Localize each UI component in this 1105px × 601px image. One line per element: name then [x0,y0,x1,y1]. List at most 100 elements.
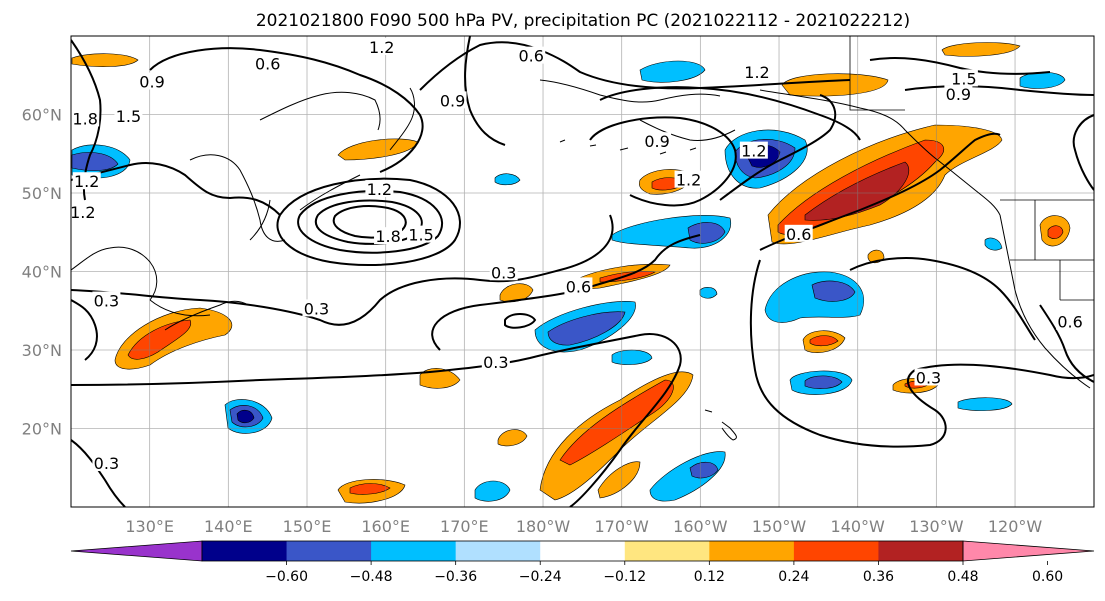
contour-label: 0.3 [916,368,941,387]
lon-tick-label: 170°W [595,517,650,536]
precip-negative-area [687,222,726,244]
pv-contour [71,214,614,326]
contour-label: 1.5 [408,226,433,245]
contour-label-bg [564,277,593,295]
lat-tick-label: 50°N [22,184,62,203]
colorbar-tick-label: −0.60 [265,569,308,585]
pv-contour [71,299,98,361]
lon-tick-label: 180°W [516,517,571,536]
contour-label: 0.3 [483,353,508,372]
coastlines [71,79,1091,441]
precip-negative-area [957,397,1013,411]
contour-label-bg [92,454,121,472]
pv-contour [464,36,506,146]
contour-label: 0.3 [94,454,119,473]
precip-negative-area [547,311,626,346]
lon-tick-label: 160°E [361,517,410,536]
precip-positive-area [809,335,839,347]
pv-contour [297,189,444,254]
contour-label-bg [302,299,331,317]
pv-contour [904,85,1094,96]
contour-label: 1.8 [72,109,97,128]
precip-positive-area [559,379,674,466]
colorbar-tick-label: −0.36 [434,569,477,585]
contour-label: 1.2 [367,180,392,199]
colorbar-segment [793,541,879,561]
precip-negative-area [639,60,706,83]
precip-negative-area [236,409,255,424]
pv-contour [149,47,424,173]
pv-contour [504,313,537,329]
contour-label-bg [138,72,167,90]
colorbar-segment [709,541,795,561]
contour-label-bg [643,132,672,150]
colorbar-tick-label: 0.60 [1032,569,1063,585]
contour-label-bg [114,107,143,125]
colorbar-tick-label: 0.24 [778,569,809,585]
precip-positive-area [419,368,461,389]
contour-label-bg [72,172,101,190]
contour-label-bg [489,263,518,281]
contour-label-bg [914,368,943,386]
lon-tick-label: 170°E [440,517,489,536]
colorbar-segment [286,541,372,561]
coastline-north-america [999,214,1091,389]
contour-label-bg [784,224,813,242]
pv-contour [849,257,1036,341]
alaska-canada-border [849,36,905,111]
contour-label-bg [949,69,978,87]
contour-label-bg [367,37,396,55]
colorbar-extend-low [70,540,203,562]
pv-contour [276,177,461,267]
precip-positive-area [349,483,391,495]
contour-label: 1.2 [744,63,769,82]
lon-tick-label: 130°E [125,517,174,536]
colorbar-segment [624,541,710,561]
contour-label-bg [944,85,973,103]
pv-contour [719,94,837,201]
contour-label: 0.6 [518,47,543,66]
colorbar-tick-label: −0.24 [519,569,562,585]
contour-label-bg [739,141,768,159]
coastline-aleutians [559,139,697,155]
precip-positive-area [941,42,1021,57]
pv-contour [419,41,851,91]
contour-label: 0.9 [139,73,164,92]
precip-negative-area [804,375,843,389]
contour-label: 0.6 [566,277,591,296]
lon-tick-label: 150°W [752,517,807,536]
pv-contour [749,259,1094,448]
colorbar-outline [201,540,964,562]
precip-negative-area [699,287,718,299]
colorbar: −0.60 −0.48 −0.36 −0.24 −0.12 0.12 0.24 0.36 0.4… [70,540,1095,585]
precip-positive-area [497,429,528,447]
contour-label-bg [517,46,546,64]
lon-tick-label: 160°W [673,517,728,536]
contour-label-bg [71,109,100,127]
boundaries [849,36,1094,301]
colorbar-segment [371,541,457,561]
precip-negative-area [984,237,1003,251]
precip-negative-area [71,152,119,171]
precip-positive-area [1047,225,1064,239]
precip-negative-area [494,173,521,186]
coastline-japan [164,199,271,331]
pv-contour [71,162,281,216]
contour-label: 0.9 [440,91,465,110]
contour-labels: 1.20.60.91.51.80.61.2 1.50.90.90.9 1.21.21… [71,37,1085,473]
lon-tick-label: 120°W [988,517,1043,536]
contour-label: 0.9 [946,85,971,104]
lon-tick-label: 140°E [204,517,253,536]
lat-tick-label: 40°N [22,263,62,282]
colorbar-segment [878,541,964,561]
contour-label-bg [92,291,121,309]
coastline-alaska [539,79,1001,216]
coastline-asia [71,91,381,317]
pv-contour [1039,304,1094,383]
coastline-hawaii [704,409,737,441]
colorbar-tick-label: 0.48 [947,569,978,585]
contour-label: 1.8 [375,227,400,246]
map-gridlines [71,36,1094,507]
contour-label: 0.3 [491,263,516,282]
